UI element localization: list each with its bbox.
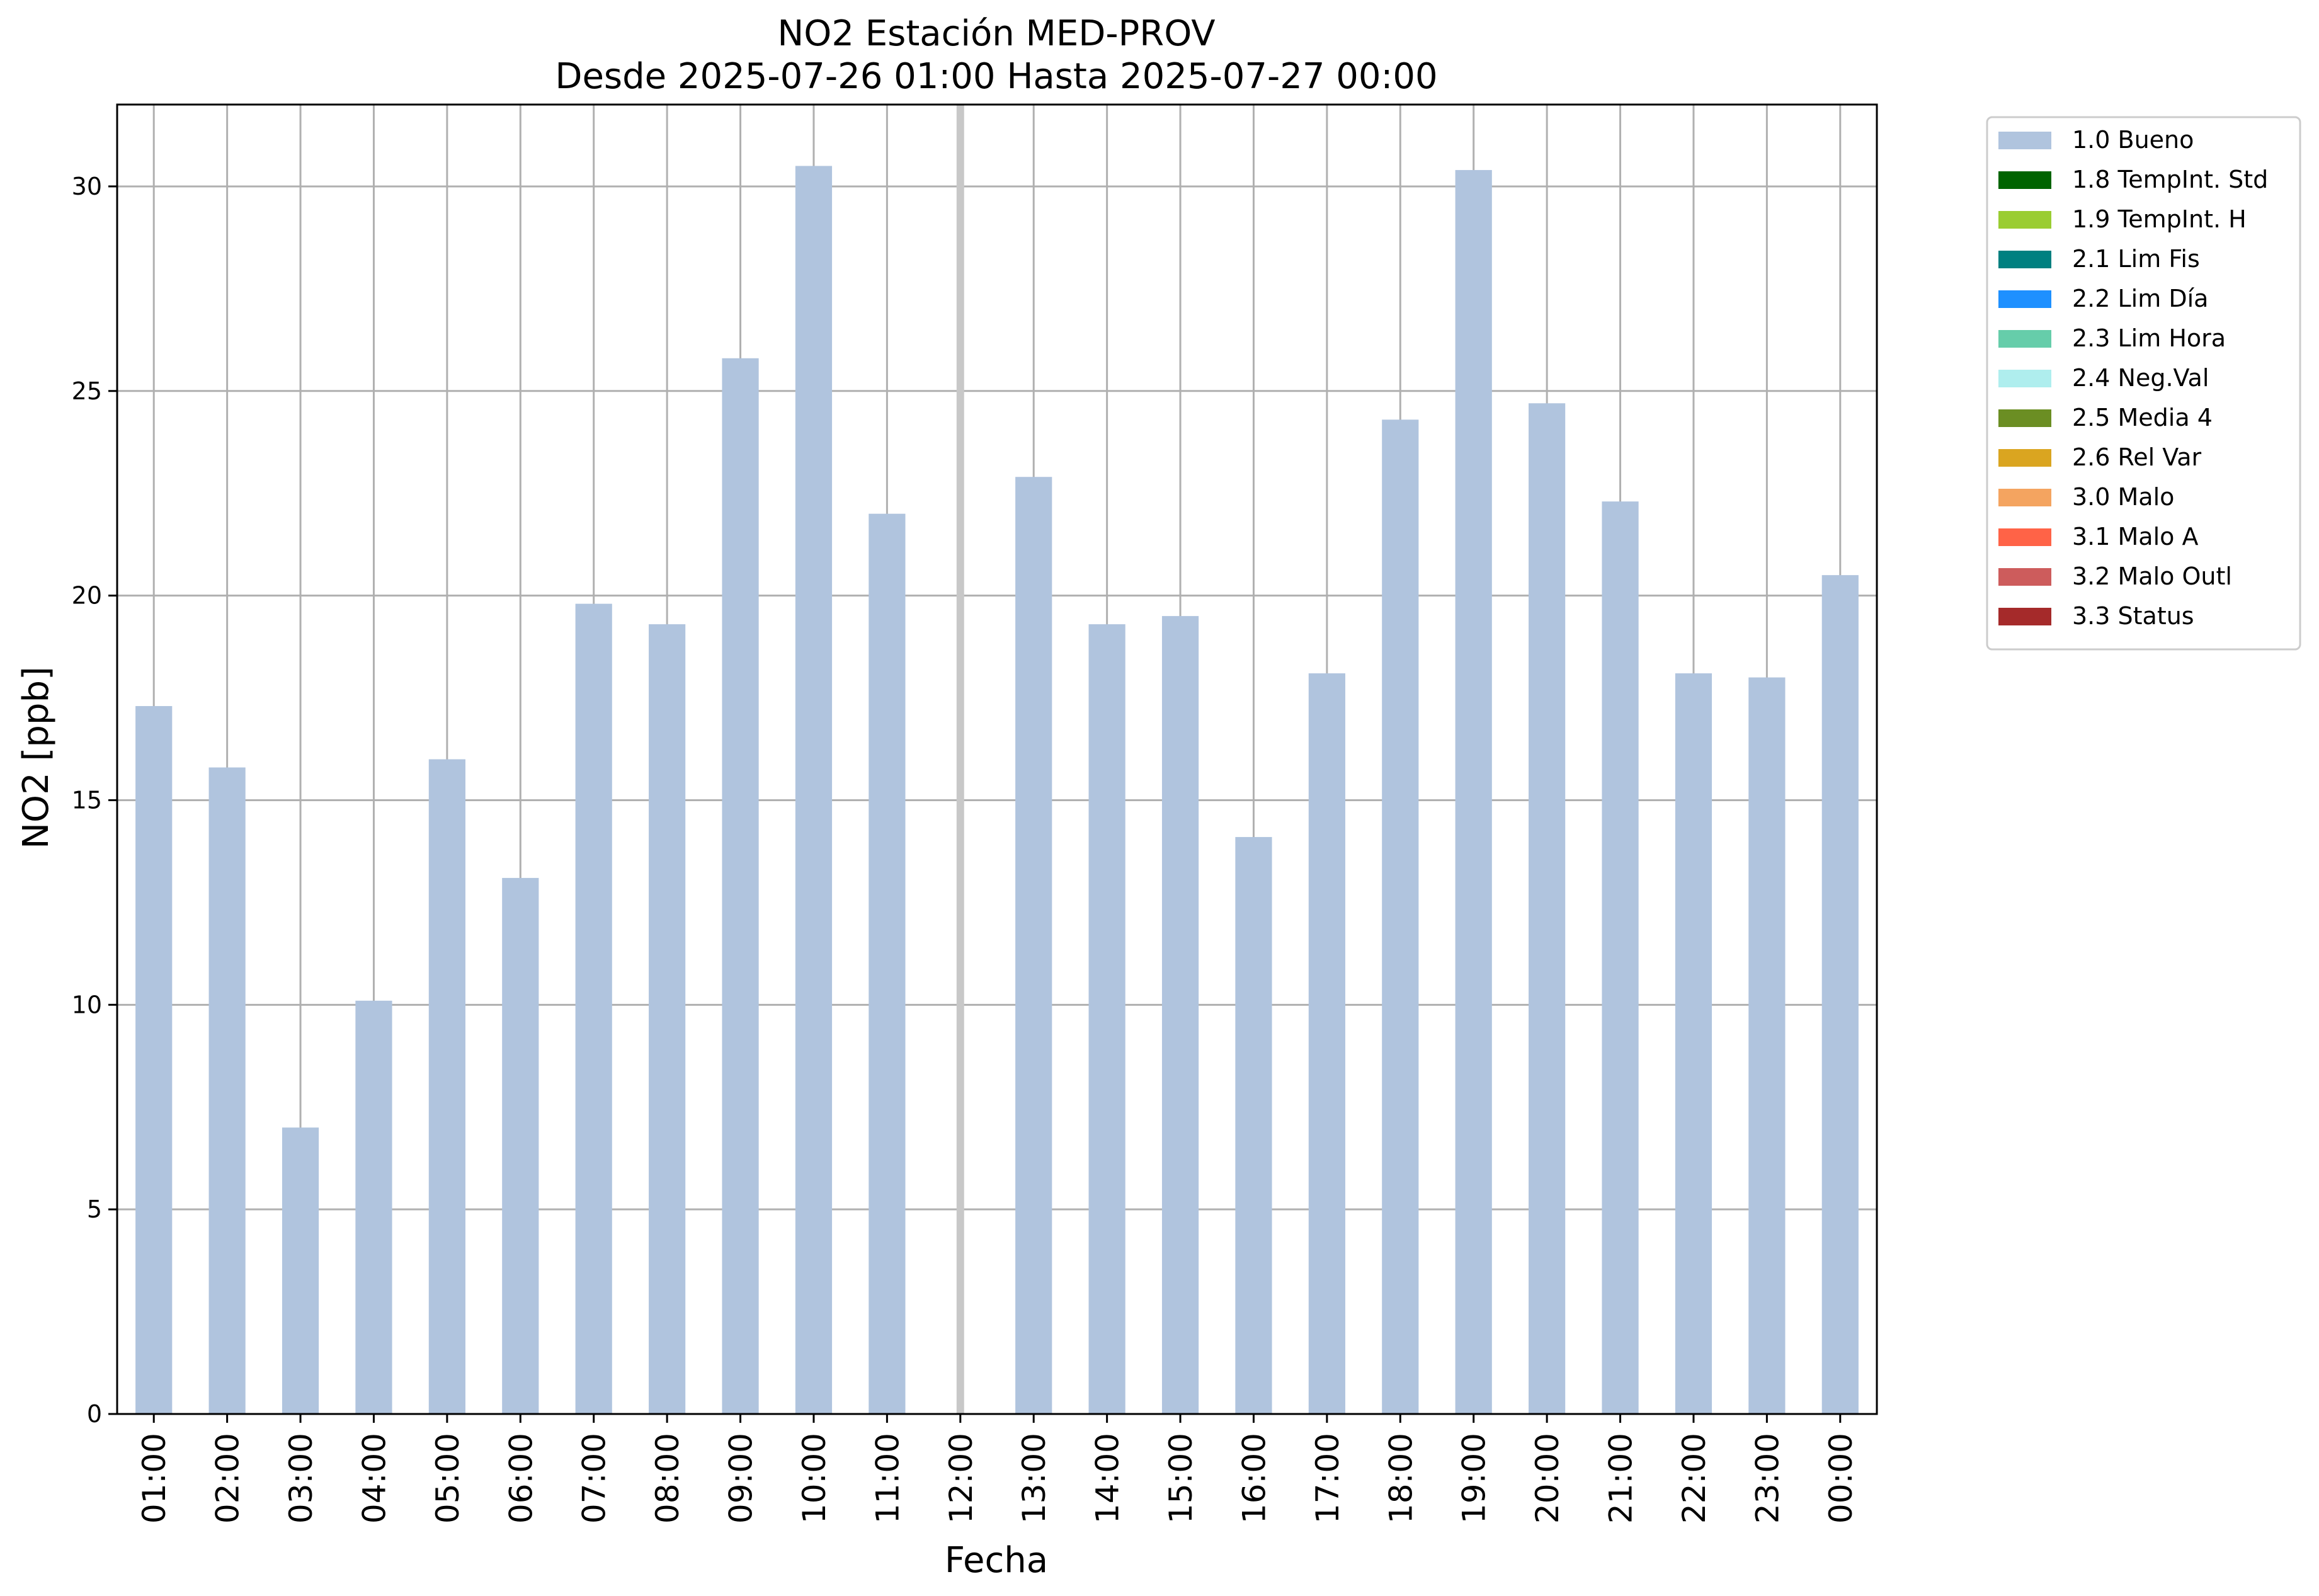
bar: [1161, 616, 1199, 1414]
bar: [1088, 624, 1125, 1414]
x-tick-label: 00:00: [1823, 1433, 1859, 1524]
x-tick-label: 14:00: [1090, 1433, 1126, 1524]
x-tick-label: 23:00: [1749, 1433, 1786, 1524]
x-tick-label: 12:00: [943, 1433, 979, 1524]
x-tick-label: 18:00: [1382, 1433, 1419, 1524]
bar: [1821, 575, 1859, 1414]
x-tick-label: 06:00: [503, 1433, 539, 1524]
chart-subtitle: Desde 2025-07-26 01:00 Hasta 2025-07-27 …: [555, 56, 1437, 97]
legend-label: 1.9 TempInt. H: [2072, 205, 2247, 233]
legend-label: 1.0 Bueno: [2072, 126, 2194, 154]
legend-label: 2.4 Neg.Val: [2072, 364, 2209, 392]
bar: [869, 513, 906, 1414]
x-axis-ticks: 01:00 02:00 03:00 04:00 05:00 06:00 07:00 08:00…: [136, 1414, 1859, 1524]
bar: [355, 1000, 392, 1414]
legend-swatch: [1998, 251, 2051, 268]
x-tick-label: 20:00: [1529, 1433, 1566, 1524]
legend-swatch: [1998, 211, 2051, 229]
y-axis-ticks: 0 5 10 15 20 25 30: [72, 173, 117, 1428]
y-tick-label: 20: [72, 582, 102, 610]
legend-label: 2.6 Rel Var: [2072, 443, 2202, 471]
bar: [502, 877, 539, 1414]
y-axis-label: NO2 [ppb]: [16, 666, 57, 849]
x-tick-label: 01:00: [136, 1433, 173, 1524]
bar: [1455, 169, 1492, 1415]
legend-label: 3.3 Status: [2072, 602, 2194, 630]
legend-swatch: [1998, 449, 2051, 467]
x-tick-label: 16:00: [1236, 1433, 1272, 1524]
legend-label: 3.0 Malo: [2072, 483, 2174, 511]
x-tick-label: 21:00: [1603, 1433, 1639, 1524]
x-tick-label: 19:00: [1456, 1433, 1493, 1524]
legend-swatch: [1998, 409, 2051, 427]
bar: [428, 759, 465, 1414]
x-tick-label: 10:00: [796, 1433, 833, 1524]
x-tick-label: 13:00: [1016, 1433, 1052, 1524]
legend-swatch: [1998, 370, 2051, 387]
legend-swatch: [1998, 132, 2051, 149]
legend-swatch: [1998, 608, 2051, 625]
legend-label: 2.5 Media 4: [2072, 404, 2213, 431]
plot-frame: [116, 103, 1878, 1415]
chart-title: NO2 Estación MED-PROV: [777, 13, 1215, 54]
x-tick-label: 02:00: [210, 1433, 246, 1524]
legend-swatch: [1998, 528, 2051, 546]
bar: [208, 767, 246, 1414]
missing-data-marker: [956, 105, 964, 1414]
x-tick-label: 07:00: [576, 1433, 613, 1524]
x-tick-label: 08:00: [649, 1433, 686, 1524]
bar: [1675, 673, 1712, 1414]
bar: [135, 706, 173, 1414]
x-tick-label: 17:00: [1309, 1433, 1346, 1524]
bar: [575, 603, 612, 1414]
x-tick-label: 04:00: [356, 1433, 392, 1524]
y-tick-label: 25: [72, 377, 102, 405]
legend-swatch: [1998, 171, 2051, 189]
legend: 1.0 Bueno 1.8 TempInt. Std 1.9 TempInt. H 2…: [1986, 116, 2301, 651]
x-tick-label: 15:00: [1163, 1433, 1199, 1524]
legend-label: 3.1 Malo A: [2072, 523, 2198, 550]
bar: [1308, 673, 1345, 1414]
legend-swatch: [1998, 290, 2051, 308]
legend-frame: [1986, 116, 2301, 651]
bar: [649, 624, 686, 1414]
y-tick-label: 10: [72, 991, 102, 1018]
bar: [1529, 403, 1566, 1414]
legend-swatch: [1998, 568, 2051, 586]
y-tick-label: 5: [87, 1195, 102, 1223]
missing-layer: [956, 105, 964, 1414]
legend-swatch: [1998, 489, 2051, 506]
x-tick-label: 11:00: [869, 1433, 906, 1524]
x-tick-label: 05:00: [430, 1433, 466, 1524]
legend-label: 2.3 Lim Hora: [2072, 324, 2226, 352]
y-tick-label: 15: [72, 786, 102, 814]
bar: [1748, 677, 1786, 1414]
bar: [1235, 836, 1272, 1414]
legend-label: 2.1 Lim Fis: [2072, 245, 2200, 273]
y-tick-label: 30: [72, 173, 102, 200]
bar: [795, 166, 833, 1414]
bar: [1015, 477, 1052, 1415]
bar: [1382, 419, 1419, 1414]
bar: [282, 1127, 319, 1414]
legend-swatch: [1998, 330, 2051, 348]
legend-label: 2.2 Lim Día: [2072, 285, 2208, 312]
x-tick-label: 22:00: [1676, 1433, 1712, 1524]
legend-label: 3.2 Malo Outl: [2072, 562, 2232, 590]
legend-label: 1.8 TempInt. Std: [2072, 166, 2268, 193]
x-axis-label: Fecha: [945, 1540, 1048, 1581]
bars-layer: [135, 166, 1859, 1415]
x-tick-label: 03:00: [283, 1433, 319, 1524]
bar: [722, 358, 759, 1414]
x-tick-label: 09:00: [723, 1433, 760, 1524]
y-tick-label: 0: [87, 1400, 102, 1428]
bar: [1602, 501, 1639, 1414]
